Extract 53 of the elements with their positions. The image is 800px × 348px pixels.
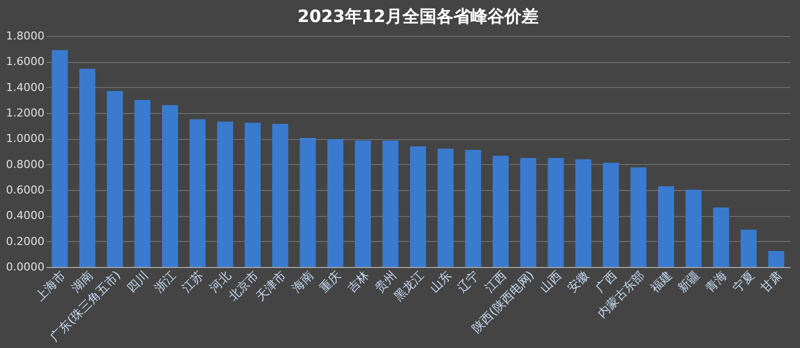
x-tick-label: 新疆 — [675, 268, 702, 295]
y-tick-label: 1.6000 — [6, 55, 44, 68]
bar — [713, 207, 730, 267]
bar — [410, 146, 426, 267]
x-tick-label: 福建 — [648, 268, 674, 295]
x-tick-label: 宁夏 — [730, 268, 758, 295]
bar — [740, 230, 757, 267]
bar — [190, 119, 206, 267]
y-tick-label: 0.6000 — [6, 184, 44, 196]
x-tick-label: 甘肃 — [758, 268, 785, 295]
bar — [492, 156, 509, 267]
x-tick-label: 浙江 — [152, 268, 178, 295]
bar — [79, 68, 96, 267]
x-tick-label: 重庆 — [316, 268, 344, 295]
bar — [354, 140, 371, 267]
y-tick-label: 0.8000 — [6, 158, 44, 171]
bar — [244, 122, 261, 267]
y-tick-label: 0.0000 — [6, 260, 44, 274]
x-tick-label: 吉林 — [344, 268, 372, 295]
y-tick-label: 1.0000 — [6, 132, 44, 146]
x-tick-label: 四川 — [124, 268, 151, 295]
bar — [52, 50, 68, 267]
bar — [217, 122, 234, 267]
y-tick-label: 1.2000 — [6, 106, 44, 120]
bar — [520, 158, 536, 267]
bar — [602, 162, 619, 267]
bar — [134, 100, 150, 267]
bar — [300, 138, 316, 267]
bar — [575, 159, 592, 267]
bar — [768, 250, 784, 267]
bar — [686, 190, 702, 267]
bar — [272, 124, 288, 267]
x-tick-label: 辽宁 — [454, 268, 482, 295]
bar — [106, 91, 123, 267]
x-tick-label: 青海 — [702, 268, 730, 295]
bar — [548, 158, 564, 267]
bar — [162, 105, 178, 267]
bar — [630, 167, 646, 267]
x-tick-label: 山东 — [427, 268, 454, 295]
x-tick-label: 安徽 — [564, 268, 592, 295]
bar — [465, 150, 482, 267]
y-tick-label: 1.4000 — [6, 80, 44, 94]
y-tick-label: 1.8000 — [6, 30, 44, 42]
x-tick-label: 山西 — [537, 268, 564, 295]
bar — [327, 139, 344, 267]
bar — [438, 148, 454, 267]
x-tick-label: 江苏 — [179, 268, 206, 295]
x-tick-label: 海南 — [289, 268, 316, 295]
y-tick-label: 0.2000 — [6, 234, 44, 248]
bar — [382, 140, 398, 267]
chart-title: 2023年12月全国各省峰谷价差 — [298, 7, 538, 27]
y-tick-label: 0.4000 — [6, 209, 44, 222]
bar — [658, 186, 674, 267]
